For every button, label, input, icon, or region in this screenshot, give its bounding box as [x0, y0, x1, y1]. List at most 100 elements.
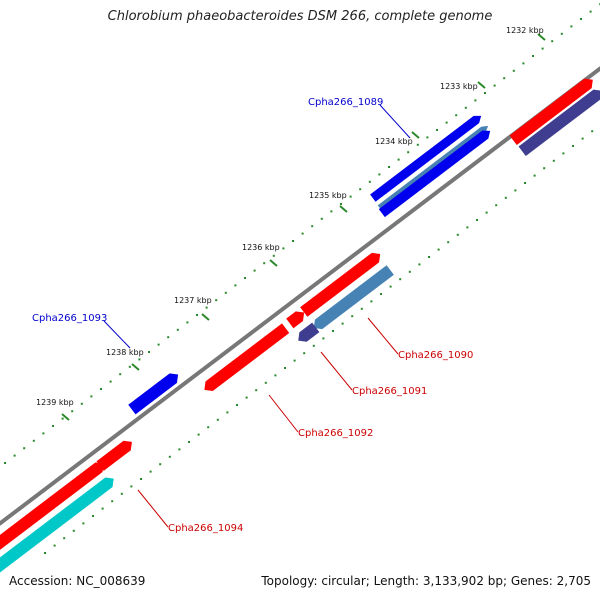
- tick-dot: [495, 204, 498, 207]
- tick-dot: [82, 522, 85, 525]
- tick-dot: [330, 210, 333, 213]
- tick-dot: [322, 337, 325, 340]
- tick-dot: [119, 373, 122, 376]
- gene-label-cpha266_1090: Cpha266_1090: [398, 350, 473, 361]
- gene-label-leader: [379, 104, 411, 139]
- tick-dot: [311, 225, 314, 228]
- tick-dot: [264, 381, 267, 384]
- tick-dot: [272, 254, 275, 257]
- gene-label-leader: [103, 320, 131, 349]
- tick-dot: [418, 263, 421, 266]
- gene-label-cpha266_1089: Cpha266_1089: [308, 97, 383, 108]
- tick-dot: [551, 40, 554, 43]
- tick-dot: [42, 432, 45, 435]
- tick-dot: [349, 195, 352, 198]
- tick-dot: [176, 328, 179, 331]
- tick-dot: [407, 151, 410, 154]
- tick-dot: [263, 262, 266, 265]
- tick-dot: [436, 129, 438, 131]
- tick-dot: [301, 232, 304, 235]
- tick-dot: [178, 448, 181, 451]
- tick-dot: [524, 182, 526, 184]
- gene-label-cpha266_1093: Cpha266_1093: [32, 313, 107, 324]
- gene-cpha266-1090: [300, 252, 381, 317]
- tick-label: 1238 kbp: [106, 348, 144, 357]
- gene-cpha266-1093: [128, 373, 179, 415]
- tick-dot: [293, 359, 296, 362]
- major-tick: [339, 205, 348, 213]
- tick-dot: [408, 270, 411, 273]
- tick-dot: [370, 300, 373, 303]
- tick-dot: [255, 389, 258, 392]
- tick-dot: [80, 402, 83, 405]
- tick-dot: [522, 62, 525, 65]
- tick-dot: [474, 99, 477, 102]
- major-tick: [269, 259, 278, 267]
- tick-dot: [570, 25, 573, 28]
- tick-dot: [157, 343, 160, 346]
- tick-dot: [389, 285, 392, 288]
- gene-shape: [378, 130, 491, 218]
- tick-dot: [23, 447, 26, 450]
- tick-dot: [397, 158, 400, 161]
- tick-dot: [205, 306, 208, 309]
- tick-dot: [552, 159, 555, 162]
- tick-dot: [120, 492, 123, 495]
- tick-dot: [589, 10, 592, 13]
- tick-dot: [100, 388, 102, 390]
- tick-dot: [562, 152, 565, 155]
- tick-dot: [484, 92, 486, 94]
- tick-dot: [186, 321, 189, 324]
- gene-labels: Cpha266_1089 Cpha266_1090 Cpha266_1091 Cpha…: [32, 97, 473, 534]
- tick-label: 1232 kbp: [506, 26, 544, 35]
- tick-dot: [53, 544, 56, 547]
- gene-red-lower-left: [96, 440, 132, 471]
- tick-dot: [464, 106, 467, 109]
- tick-dot: [224, 291, 227, 294]
- tick-dot: [543, 167, 546, 170]
- tick-dot: [341, 322, 344, 325]
- tick-dot: [61, 417, 64, 420]
- tick-dot: [72, 529, 75, 532]
- tick-dot: [476, 219, 478, 221]
- gene-navy-right: [518, 89, 600, 157]
- tick-dot: [378, 173, 381, 176]
- tick-dot: [581, 137, 584, 140]
- tick-dot: [532, 55, 534, 57]
- tick-dot: [216, 418, 219, 421]
- tick-dot: [572, 145, 574, 147]
- gene-shape: [286, 311, 305, 329]
- tick-labels: 1232 kbp 1233 kbp 1234 kbp 1235 kbp 1236 kbp…: [36, 26, 546, 421]
- tick-dot: [580, 18, 582, 20]
- tick-label: 1233 kbp: [440, 82, 478, 91]
- tick-dot: [188, 441, 190, 443]
- tick-dot: [416, 143, 419, 146]
- tick-label: 1235 kbp: [309, 191, 347, 200]
- tick-label: 1239 kbp: [36, 398, 74, 407]
- tick-dot: [359, 188, 362, 191]
- tick-dot: [32, 439, 35, 442]
- gene-shape: [0, 462, 104, 566]
- tick-dot: [332, 330, 334, 332]
- gene-features: [0, 78, 600, 581]
- tick-dot: [274, 374, 277, 377]
- gene-shape: [370, 115, 482, 202]
- tick-dot: [303, 352, 306, 355]
- tick-dot: [197, 433, 200, 436]
- tick-label: 1234 kbp: [375, 137, 413, 146]
- tick-dot: [138, 358, 141, 361]
- tick-dot: [514, 189, 517, 192]
- tick-dot: [503, 77, 506, 80]
- tick-dot: [130, 485, 133, 488]
- tick-dot: [111, 500, 114, 503]
- tick-dot: [340, 203, 342, 205]
- gene-steel-mid: [313, 265, 394, 330]
- gene-cpha266-1092: [204, 323, 290, 391]
- tick-dot: [560, 32, 563, 35]
- tick-dot: [13, 454, 16, 457]
- tick-dot: [466, 226, 469, 229]
- tick-dot: [493, 84, 496, 87]
- gene-shape: [518, 89, 600, 157]
- tick-dot: [447, 241, 450, 244]
